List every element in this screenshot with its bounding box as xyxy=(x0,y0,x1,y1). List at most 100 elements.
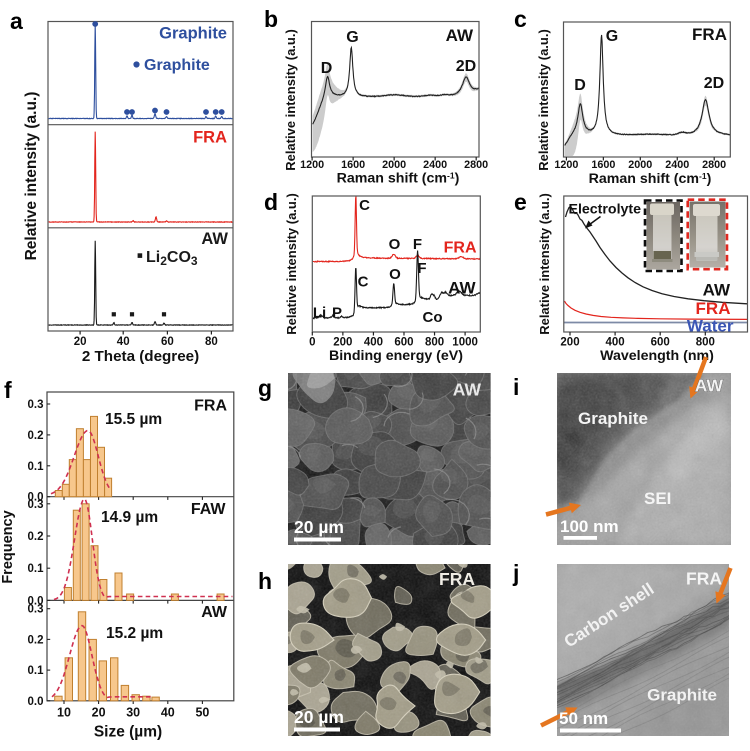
svg-text:g: g xyxy=(258,375,272,401)
svg-text:Li2CO3: Li2CO3 xyxy=(146,249,198,268)
svg-text:O: O xyxy=(389,236,401,253)
svg-text:2800: 2800 xyxy=(464,159,488,171)
svg-text:AW: AW xyxy=(201,230,228,248)
svg-text:Relative intensity (a.u.): Relative intensity (a.u.) xyxy=(537,193,552,335)
svg-text:Raman shift (cm-1): Raman shift (cm-1) xyxy=(589,171,712,187)
svg-text:Size (µm): Size (µm) xyxy=(94,724,162,741)
svg-text:Li: Li xyxy=(313,305,326,322)
svg-text:FRA: FRA xyxy=(439,569,475,589)
svg-text:600: 600 xyxy=(394,337,413,349)
svg-text:AW: AW xyxy=(695,376,724,396)
svg-text:FRA: FRA xyxy=(692,25,727,44)
svg-text:F: F xyxy=(413,236,422,253)
svg-text:O: O xyxy=(389,266,401,283)
svg-text:FRA: FRA xyxy=(193,129,227,147)
svg-text:F: F xyxy=(417,260,426,277)
svg-text:0: 0 xyxy=(309,337,315,349)
svg-text:20: 20 xyxy=(74,336,87,348)
svg-text:0.3: 0.3 xyxy=(28,604,44,616)
svg-text:40: 40 xyxy=(161,706,175,720)
svg-text:400: 400 xyxy=(606,337,625,349)
svg-text:AW: AW xyxy=(446,26,474,45)
svg-text:h: h xyxy=(258,568,272,594)
svg-text:20 µm: 20 µm xyxy=(294,707,344,727)
svg-text:j: j xyxy=(512,560,519,586)
svg-text:b: b xyxy=(264,6,278,32)
svg-text:Relative intensity (a.u.): Relative intensity (a.u.) xyxy=(283,29,298,171)
svg-text:50: 50 xyxy=(195,706,209,720)
svg-text:200: 200 xyxy=(333,337,352,349)
svg-text:FRA: FRA xyxy=(696,299,731,318)
svg-text:15.5 µm: 15.5 µm xyxy=(105,411,162,428)
svg-text:0.3: 0.3 xyxy=(28,399,44,411)
svg-text:Raman shift (cm-1): Raman shift (cm-1) xyxy=(337,171,460,187)
svg-text:800: 800 xyxy=(425,337,444,349)
svg-text:1200: 1200 xyxy=(554,159,578,171)
svg-text:Relative intensity (a.u.): Relative intensity (a.u.) xyxy=(536,29,551,171)
svg-text:60: 60 xyxy=(161,336,174,348)
svg-text:600: 600 xyxy=(651,337,670,349)
svg-text:2D: 2D xyxy=(704,75,724,92)
svg-text:P: P xyxy=(332,305,342,322)
svg-text:2000: 2000 xyxy=(382,159,406,171)
svg-text:0.2: 0.2 xyxy=(28,634,44,646)
svg-text:FAW: FAW xyxy=(191,501,227,518)
svg-text:2400: 2400 xyxy=(665,159,689,171)
svg-text:800: 800 xyxy=(696,337,715,349)
svg-text:1600: 1600 xyxy=(341,159,365,171)
svg-text:2400: 2400 xyxy=(423,159,447,171)
svg-text:D: D xyxy=(574,77,586,94)
svg-text:80: 80 xyxy=(205,336,218,348)
svg-text:30: 30 xyxy=(126,706,140,720)
svg-text:1600: 1600 xyxy=(591,159,615,171)
svg-text:400: 400 xyxy=(364,337,383,349)
svg-text:e: e xyxy=(514,189,527,215)
svg-text:100 nm: 100 nm xyxy=(560,517,619,536)
svg-text:FRA: FRA xyxy=(444,240,477,257)
svg-text:AW: AW xyxy=(453,380,482,400)
svg-text:AW: AW xyxy=(201,604,228,621)
svg-text:AW: AW xyxy=(448,279,476,298)
svg-text:0.0: 0.0 xyxy=(28,595,44,607)
svg-text:0.3: 0.3 xyxy=(28,499,44,511)
svg-text:G: G xyxy=(606,28,618,45)
svg-text:Water: Water xyxy=(687,317,734,336)
svg-text:D: D xyxy=(321,60,333,77)
svg-text:FRA: FRA xyxy=(194,398,227,415)
svg-text:Relative intensity (a.u.): Relative intensity (a.u.) xyxy=(284,193,299,335)
svg-text:0.1: 0.1 xyxy=(28,665,45,677)
svg-text:Co: Co xyxy=(423,309,443,326)
svg-text:Electrolyte: Electrolyte xyxy=(569,202,642,218)
svg-text:AW: AW xyxy=(703,281,731,300)
svg-text:0.2: 0.2 xyxy=(28,430,44,442)
svg-text:Frequency: Frequency xyxy=(0,510,16,583)
svg-text:15.2 µm: 15.2 µm xyxy=(106,625,163,642)
svg-text:10: 10 xyxy=(57,706,71,720)
svg-text:Wavelength (nm): Wavelength (nm) xyxy=(600,348,714,364)
svg-text:Binding energy (eV): Binding energy (eV) xyxy=(329,348,463,364)
svg-text:1200: 1200 xyxy=(300,159,324,171)
svg-text:Relative intensity (a.u.): Relative intensity (a.u.) xyxy=(23,92,40,261)
svg-text:2D: 2D xyxy=(456,58,476,75)
svg-text:2000: 2000 xyxy=(628,159,652,171)
svg-text:G: G xyxy=(346,29,358,46)
svg-text:i: i xyxy=(513,374,519,400)
svg-text:C: C xyxy=(359,197,370,214)
svg-text:2 Theta (degree): 2 Theta (degree) xyxy=(82,348,199,365)
svg-text:0.1: 0.1 xyxy=(28,563,45,575)
svg-text:Graphite: Graphite xyxy=(578,409,648,428)
svg-text:Graphite: Graphite xyxy=(144,57,210,74)
svg-text:0.1: 0.1 xyxy=(28,461,45,473)
svg-text:SEI: SEI xyxy=(644,489,671,508)
svg-text:Graphite: Graphite xyxy=(647,686,717,705)
svg-text:40: 40 xyxy=(117,336,130,348)
svg-text:2800: 2800 xyxy=(702,159,726,171)
svg-text:d: d xyxy=(264,189,278,215)
svg-text:1000: 1000 xyxy=(452,337,478,349)
svg-text:200: 200 xyxy=(560,337,579,349)
svg-text:f: f xyxy=(4,377,12,403)
svg-text:0.0: 0.0 xyxy=(28,696,44,708)
svg-text:20: 20 xyxy=(92,706,106,720)
svg-text:Graphite: Graphite xyxy=(159,25,227,43)
svg-text:0.2: 0.2 xyxy=(28,531,44,543)
